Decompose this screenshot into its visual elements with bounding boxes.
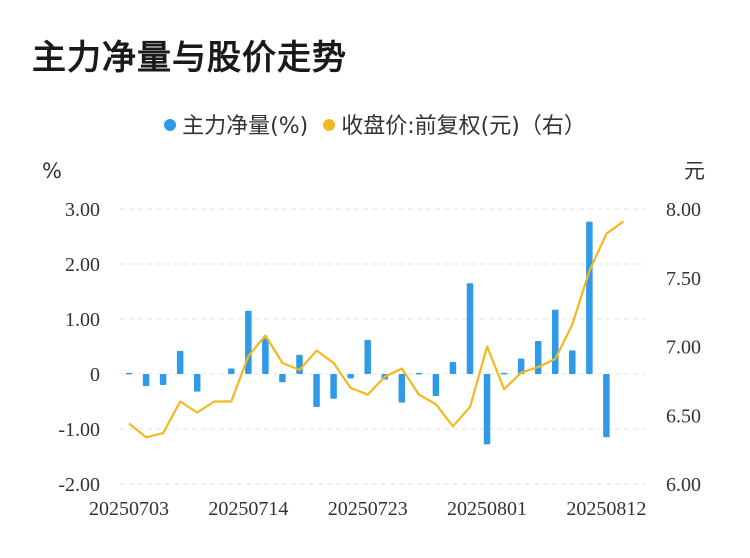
legend-dot-bar [164,119,177,131]
left-tick-label: 1.00 [65,309,100,331]
bar [449,361,457,374]
bar [603,374,610,438]
bar [313,374,320,407]
left-unit-label: % [42,159,62,183]
grid-lines [120,208,645,485]
right-tick-label: 8.00 [666,199,701,221]
x-tick-label: 20250812 [566,498,646,520]
bar [552,309,559,374]
right-unit-label: 元 [684,159,705,183]
right-tick-label: 7.00 [666,337,701,359]
x-tick-label: 20250723 [328,498,408,520]
right-tick-label: 7.50 [666,268,701,290]
left-tick-label: 3.00 [65,199,100,221]
bar [279,374,286,383]
price-line [128,220,625,439]
legend-item-close-price[interactable]: 收盘价:前复权(元)（右） [323,108,586,140]
left-tick-label: -2.00 [58,474,100,496]
bar [432,374,440,396]
legend-label-net-volume: 主力净量(%) [182,114,309,139]
right-tick-label: 6.00 [666,474,701,496]
bar [176,350,184,374]
x-tick-label: 20250801 [447,498,527,520]
bar [347,374,354,379]
axes-labels: 3.00 2.00 1.00 0 -1.00 -2.00 8.00 7.50 7.00 6.50 6… [42,159,705,520]
bar [415,372,423,375]
left-tick-label: -1.00 [58,419,100,441]
left-tick-label: 0 [90,364,100,386]
bar [142,374,150,387]
bar [398,374,406,403]
left-tick-label: 2.00 [65,254,100,276]
bar [517,358,525,374]
bar [500,372,508,375]
bar [159,374,167,385]
line-series [128,220,625,439]
bar [586,221,593,374]
bar [262,338,269,374]
bar [483,374,491,445]
legend-label-close-price: 收盘价:前复权(元)（右） [341,114,586,139]
bar [125,372,133,375]
right-tick-label: 6.50 [666,405,701,427]
bar [296,354,303,374]
legend: 主力净量(%) 收盘价:前复权(元)（右） [0,108,750,140]
bar [364,339,371,374]
x-tick-label: 20250703 [89,498,169,520]
bar [569,350,576,374]
x-tick-label: 20250714 [208,498,288,520]
bar [228,368,235,374]
chart-title: 主力净量与股价走势 [32,38,347,78]
bar [330,374,337,399]
bar [534,341,542,374]
legend-dot-line [323,119,336,131]
bar [466,283,474,374]
legend-item-net-volume[interactable]: 主力净量(%) [164,108,308,140]
bar [193,374,201,392]
